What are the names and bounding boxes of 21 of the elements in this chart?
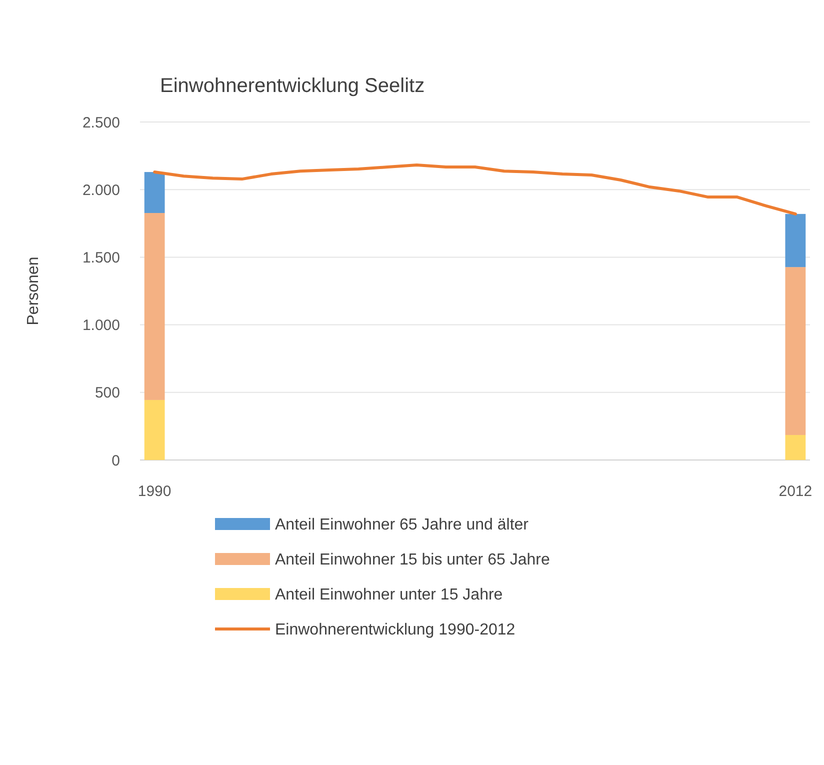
legend-label: Anteil Einwohner 15 bis unter 65 Jahre xyxy=(275,552,550,569)
y-tick-label: 1.500 xyxy=(82,249,120,266)
legend-label: Anteil Einwohner unter 15 Jahre xyxy=(275,586,503,604)
bar xyxy=(144,400,165,460)
bar xyxy=(785,267,806,435)
line-series xyxy=(153,163,797,216)
y-axis-title: Personen xyxy=(25,256,42,326)
legend-label: Anteil Einwohner 65 Jahre und älter xyxy=(275,516,530,534)
x-tick-label: 1990 xyxy=(138,483,172,500)
y-tick-label: 2.000 xyxy=(82,182,120,199)
x-tick-label: 2012 xyxy=(778,483,812,500)
y-tick-label: 0 xyxy=(112,452,120,470)
bar xyxy=(144,212,165,400)
legend-label: Einwohnerentwicklung 1990-2012 xyxy=(275,622,516,639)
y-tick-label: 2.500 xyxy=(82,114,120,132)
y-tick-label: 500 xyxy=(94,384,120,402)
y-tick-label: 1.000 xyxy=(82,317,120,334)
bar xyxy=(785,434,806,460)
bar xyxy=(144,172,165,213)
bar xyxy=(785,214,806,268)
chart-title: Einwohnerentwicklung Seelitz xyxy=(160,75,425,97)
